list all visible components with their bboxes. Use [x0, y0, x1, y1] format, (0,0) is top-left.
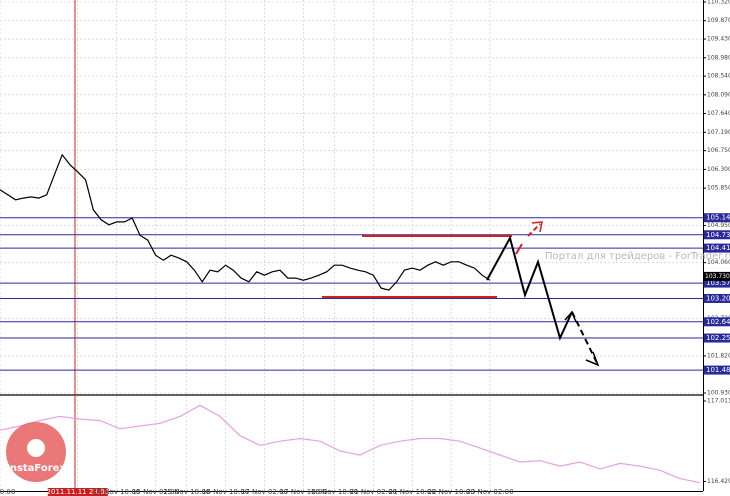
marks	[0, 153, 701, 484]
x-tick-label: 17 Nov 18:00	[280, 488, 327, 496]
y-tick-label: 107.640	[707, 110, 730, 117]
forecast-arrowhead	[564, 310, 577, 323]
level-label-box	[704, 365, 730, 375]
level-label: 102.25	[706, 334, 730, 342]
level-label-box	[704, 230, 730, 240]
level-label-box	[704, 333, 730, 343]
level-label: 105.14	[706, 214, 730, 222]
logo-text: InstaForex	[6, 463, 66, 474]
x-tick-label: 21 Nov 10:00	[389, 488, 436, 496]
y-tick-label: 107.190	[707, 129, 730, 136]
level-label-box	[704, 317, 730, 327]
level-label: 101.48	[706, 366, 730, 374]
y-tick-label: 100.930	[707, 390, 730, 397]
x-tick-label: 23 Nov 02:00	[466, 488, 513, 496]
y-tick-label: 117.011	[707, 398, 730, 405]
watermark: Портал для трейдеров - ForTrader.ru	[545, 251, 730, 262]
level-label: 104.73	[706, 231, 730, 239]
y-tick-label: 106.300	[707, 166, 730, 173]
current-price-label: 103.730	[705, 273, 730, 280]
level-label-box	[704, 243, 730, 253]
y-tick-label: 109.430	[707, 36, 730, 43]
x-tick-label: 18 Nov 10:00	[311, 488, 358, 496]
y-tick-label: 104.060	[707, 259, 730, 266]
forecast-path	[486, 235, 573, 341]
current-price-box	[704, 271, 730, 281]
x-tick-label: ov 10:00	[0, 488, 15, 496]
level-label-box	[704, 293, 730, 303]
y-tick-label: 101.820	[707, 352, 730, 359]
grid	[0, 0, 703, 491]
alt-forecast	[515, 243, 523, 255]
level-label: 104.41	[706, 244, 730, 252]
levels	[0, 217, 703, 371]
x-tick-label: 14 Nov 10:00	[93, 488, 140, 496]
y-tick-label: 116.429	[707, 478, 730, 485]
x-tick-label: 15 Nov 18:00	[163, 488, 210, 496]
y-tick-label: 110.320	[707, 0, 730, 6]
alt-forecast-dashed	[527, 223, 541, 237]
logo: InstaForex	[6, 422, 66, 482]
level-label: 103.20	[706, 294, 730, 302]
x-tick-label: 21 Nov 02:00	[350, 488, 397, 496]
x-tick-label: 15 Nov 02:00	[132, 488, 179, 496]
level-label-box	[704, 278, 730, 288]
y-tick-label: 109.870	[707, 17, 730, 24]
price-line	[0, 153, 491, 291]
x-tick-label: 22 Nov 10:00	[428, 488, 475, 496]
alt-forecast-arrowhead	[531, 221, 543, 233]
y-tick-label: 108.090	[707, 91, 730, 98]
y-tick-label: 106.750	[707, 147, 730, 154]
y-tick-label: 108.540	[707, 73, 730, 80]
x-tick-label: 16 Nov 10:00	[202, 488, 249, 496]
x-tick-label: 17 Nov 02:00	[241, 488, 288, 496]
level-label-box	[704, 213, 730, 223]
price-line	[0, 404, 701, 484]
level-label: 102.64	[706, 318, 730, 326]
x-tick-label: 2011.11.11 23:00	[47, 488, 109, 496]
y-tick-label: 105.850	[707, 185, 730, 192]
forecast-arrowhead	[585, 351, 600, 367]
y-tick-label: 108.980	[707, 54, 730, 61]
time-label-box	[47, 488, 108, 496]
level-label: 103.57	[706, 279, 730, 287]
logo-mark	[27, 439, 45, 457]
y-tick-label: 104.950	[707, 222, 730, 229]
